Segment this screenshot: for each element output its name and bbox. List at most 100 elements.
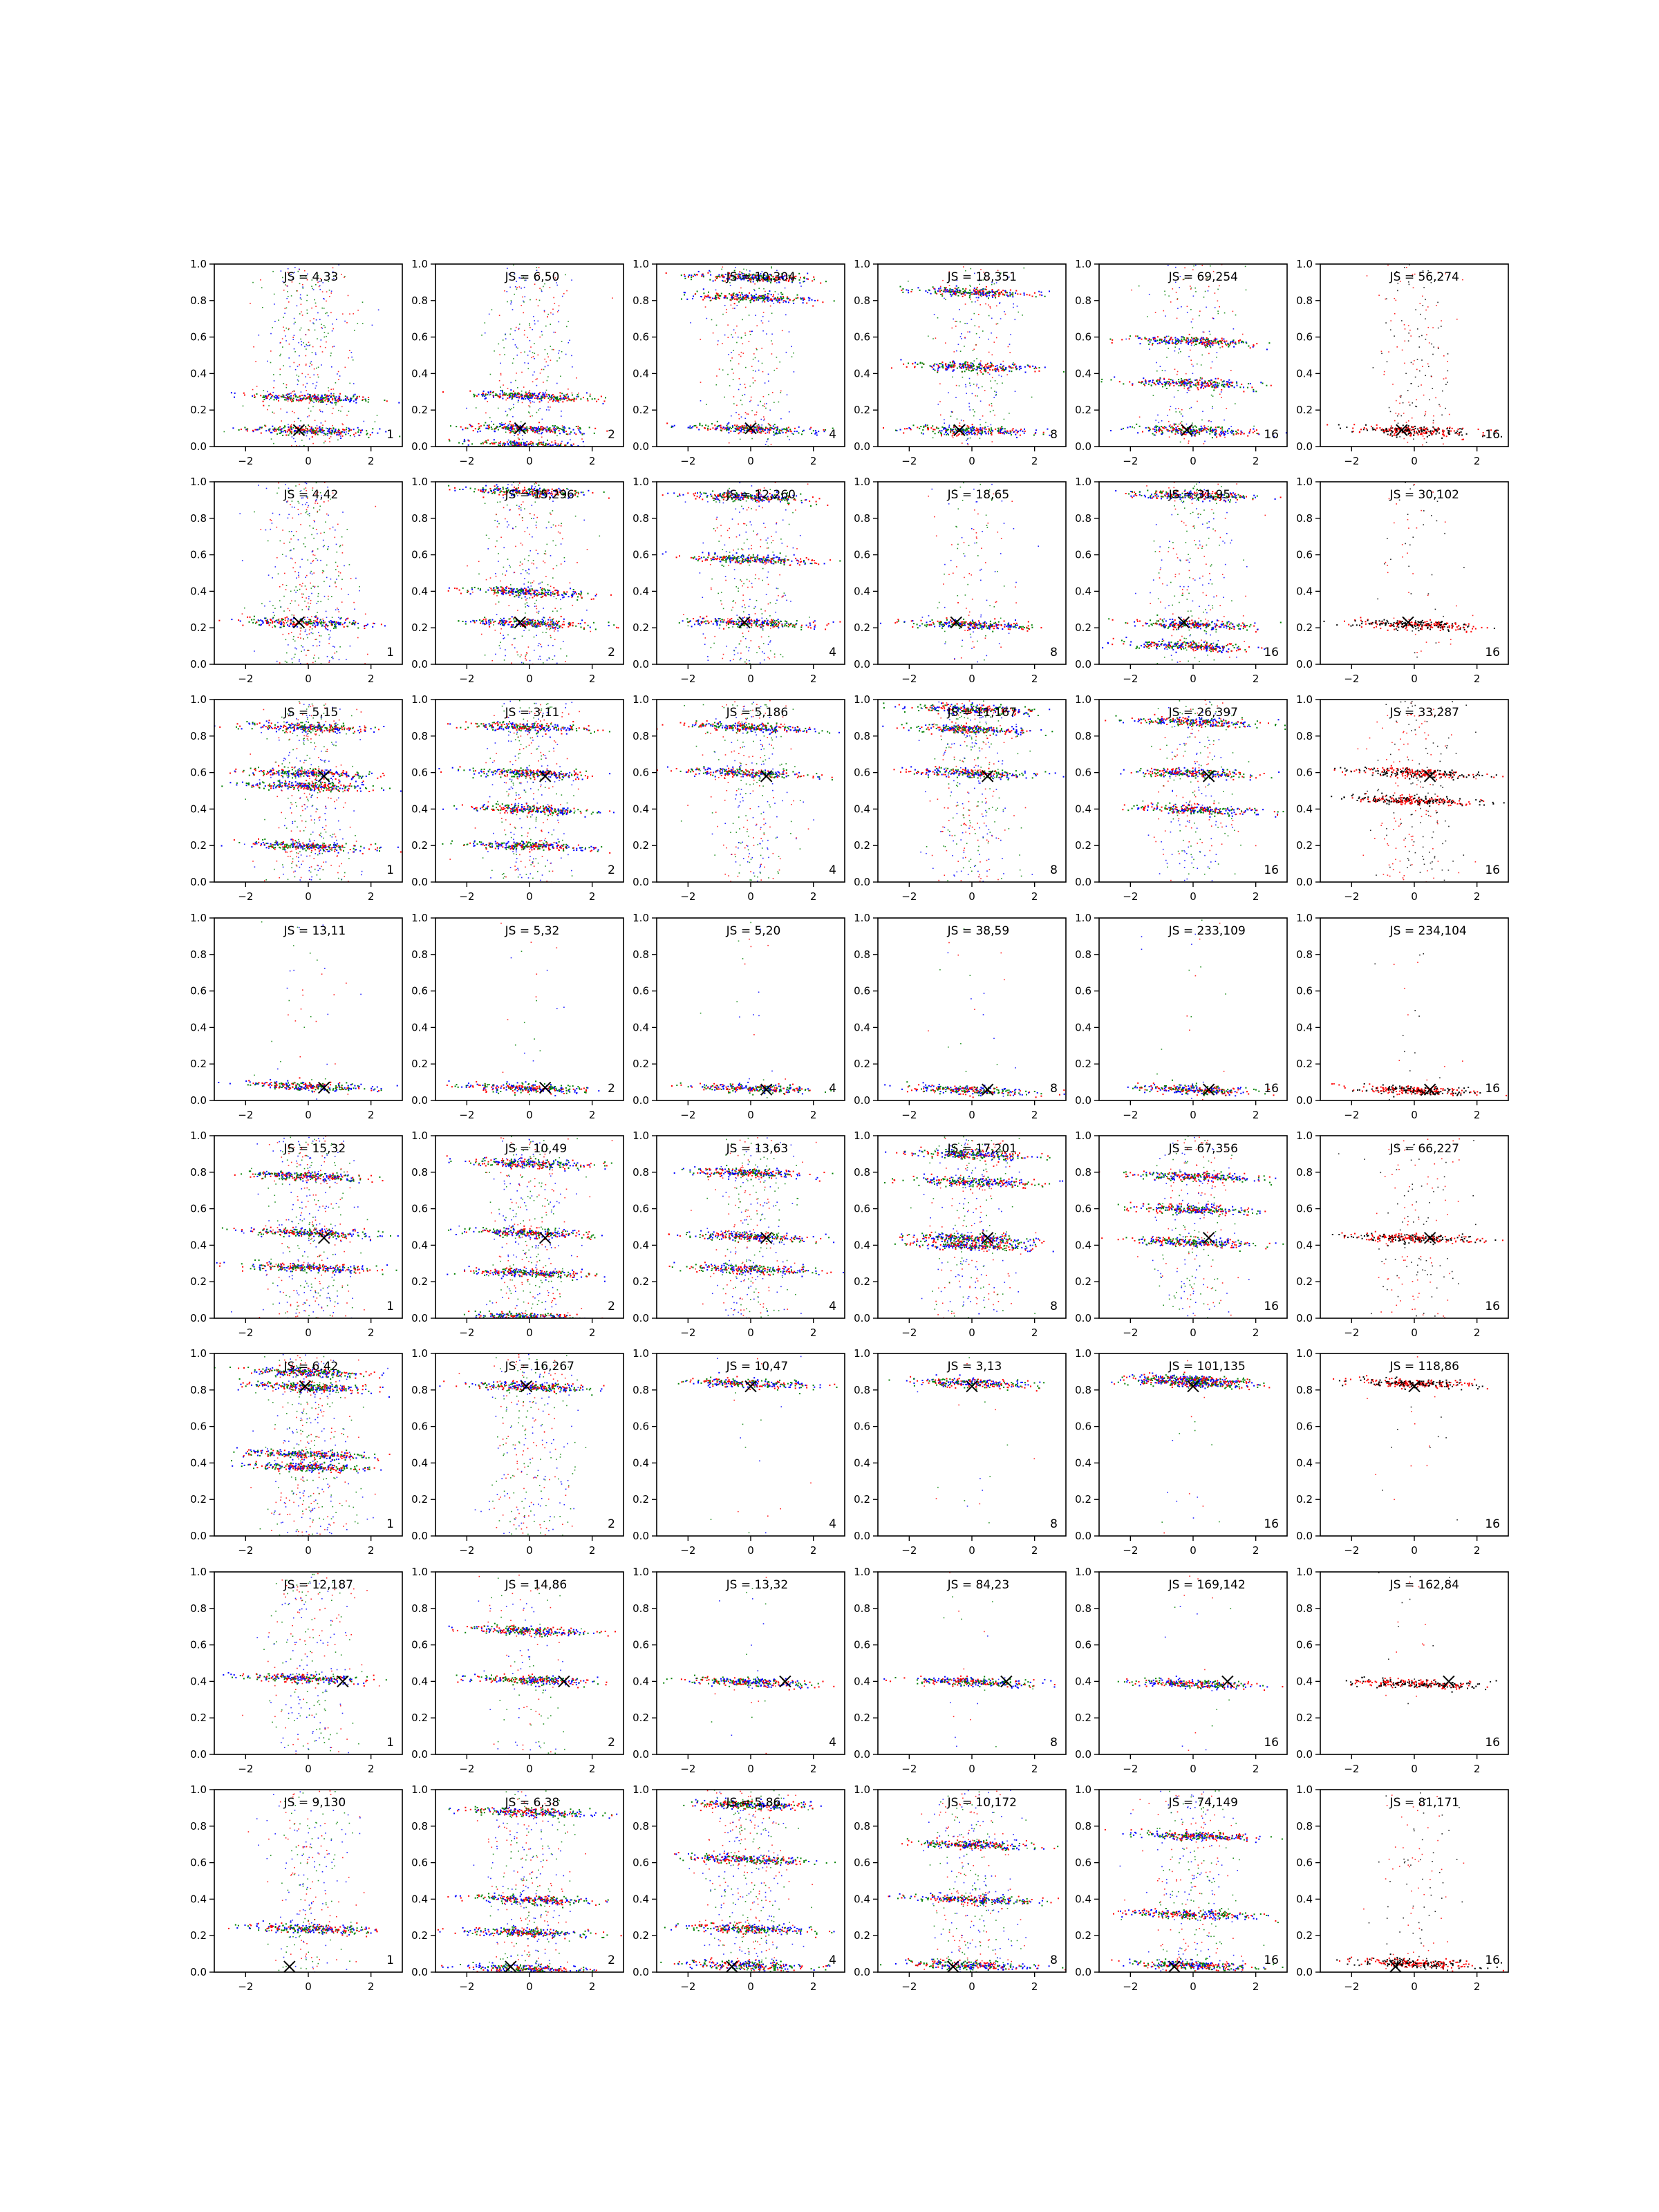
scatter-point — [250, 303, 251, 304]
scatter-point — [975, 297, 977, 299]
scatter-point — [324, 332, 326, 333]
scatter-point — [290, 427, 292, 429]
scatter-point — [930, 366, 932, 367]
scatter-point — [294, 368, 297, 371]
scatter-point — [281, 338, 283, 339]
scatter-point — [929, 365, 931, 367]
scatter-point — [1019, 434, 1021, 436]
scatter-point — [328, 399, 330, 401]
scatter-point — [993, 409, 994, 411]
scatter-point — [779, 279, 781, 281]
scatter-point — [549, 399, 551, 401]
scatter-point — [303, 397, 305, 399]
scatter-point — [734, 279, 735, 281]
scatter-point — [326, 404, 328, 405]
scatter-point — [324, 326, 326, 328]
scatter-point — [1035, 432, 1037, 434]
scatter-point — [507, 301, 508, 303]
scatter-point — [778, 297, 780, 299]
scatter-point — [330, 355, 332, 357]
scatter-point — [551, 429, 552, 431]
scatter-point — [285, 335, 286, 337]
scatter-point — [762, 316, 764, 317]
scatter-point — [747, 276, 749, 279]
scatter-point — [781, 330, 783, 332]
scatter-point — [1154, 337, 1156, 339]
scatter-point — [1018, 311, 1020, 313]
scatter-point — [279, 429, 281, 431]
scatter-point — [758, 274, 760, 276]
scatter-point — [1156, 343, 1159, 345]
scatter-point — [1219, 435, 1221, 437]
scatter-point — [543, 441, 545, 443]
scatter-point — [782, 276, 784, 278]
scatter-point — [742, 277, 744, 279]
scatter-point — [948, 271, 950, 273]
scatter-point — [1260, 382, 1262, 384]
scatter-point — [977, 431, 980, 433]
scatter-point — [242, 405, 244, 407]
scatter-point — [1144, 384, 1146, 386]
scatter-point — [274, 303, 275, 305]
scatter-point — [292, 395, 294, 397]
scatter-point — [1237, 429, 1239, 431]
scatter-point — [767, 296, 769, 298]
scatter-point — [550, 406, 551, 408]
scatter-point — [472, 430, 474, 431]
scatter-point — [741, 404, 743, 406]
scatter-point — [731, 334, 732, 336]
scatter-point — [1178, 341, 1180, 344]
scatter-point — [321, 327, 322, 328]
scatter-point — [751, 438, 753, 440]
scatter-point — [534, 323, 536, 325]
scatter-point — [1199, 433, 1201, 435]
scatter-point — [544, 358, 545, 360]
scatter-point — [314, 432, 315, 434]
scatter-point — [948, 367, 950, 369]
scatter-point — [558, 321, 560, 323]
scatter-point — [1206, 341, 1208, 343]
scatter-point — [776, 276, 778, 279]
scatter-point — [978, 366, 980, 368]
scatter-point — [971, 393, 973, 395]
scatter-point — [286, 285, 288, 287]
scatter-point — [283, 399, 285, 401]
scatter-point — [744, 427, 746, 429]
scatter-point — [896, 430, 898, 431]
scatter-point — [951, 429, 953, 431]
scatter-point — [1194, 339, 1196, 341]
scatter-point — [572, 394, 573, 396]
scatter-point — [964, 364, 966, 366]
scatter-point — [987, 426, 988, 427]
scatter-point — [767, 438, 769, 440]
scatter-point — [567, 397, 569, 399]
scatter-point — [309, 377, 311, 378]
scatter-point — [535, 443, 537, 445]
scatter-point — [489, 392, 491, 394]
scatter-point — [997, 427, 999, 429]
scatter-point — [965, 368, 967, 371]
scatter-point — [753, 297, 755, 299]
scatter-point — [741, 292, 743, 294]
scatter-point — [580, 432, 582, 434]
scatter-point — [943, 427, 945, 429]
scatter-point — [958, 433, 960, 435]
scatter-point — [730, 304, 732, 306]
scatter-point — [286, 298, 288, 299]
scatter-point — [526, 428, 528, 430]
scatter-point — [536, 270, 538, 271]
scatter-point — [795, 297, 797, 299]
scatter-point — [948, 426, 950, 428]
scatter-point — [731, 297, 733, 299]
scatter-point — [505, 334, 506, 336]
scatter-point — [1199, 310, 1201, 312]
scatter-point — [772, 276, 774, 278]
scatter-point — [554, 424, 556, 427]
scatter-point — [789, 439, 790, 440]
scatter-point — [570, 399, 572, 401]
scatter-point — [302, 284, 303, 285]
scatter-point — [1187, 337, 1189, 339]
scatter-point — [1167, 429, 1169, 431]
scatter-point — [352, 359, 354, 361]
scatter-point — [971, 293, 973, 295]
